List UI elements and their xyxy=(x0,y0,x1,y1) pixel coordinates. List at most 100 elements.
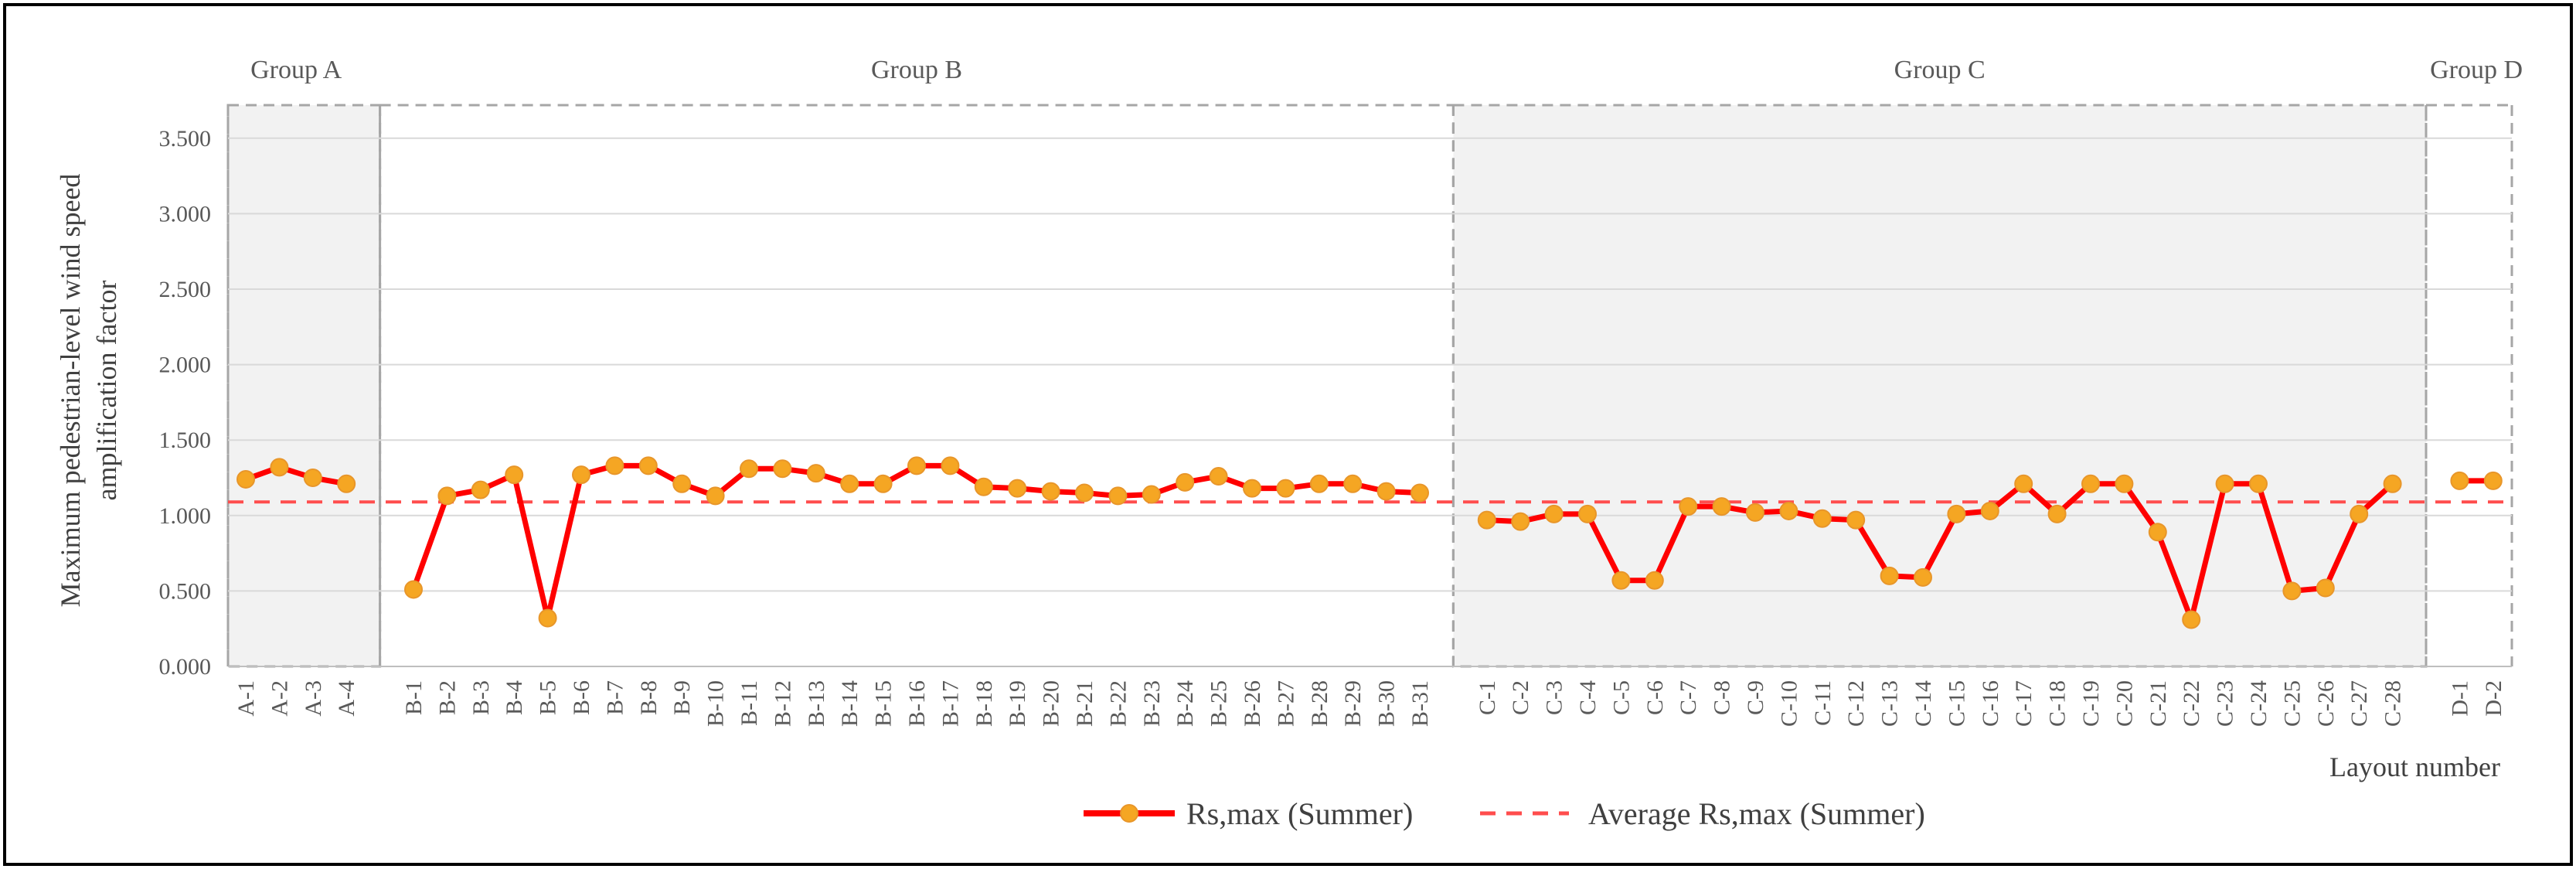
data-point xyxy=(1108,486,1128,506)
data-point xyxy=(2081,474,2100,493)
data-point xyxy=(1243,479,1261,498)
data-point xyxy=(1309,474,1329,493)
data-point xyxy=(605,456,624,475)
group-label: Group C xyxy=(1894,56,1986,84)
x-tick-label: D-2 xyxy=(2481,680,2506,717)
x-tick-label: B-29 xyxy=(1340,680,1366,727)
x-tick-label: B-20 xyxy=(1039,680,1064,727)
y-tick-labels: 0.000 0.500 1.000 1.500 2.000 2.500 3.000 3.500 xyxy=(159,126,212,680)
data-point xyxy=(1075,483,1094,503)
x-tick-label: C-7 xyxy=(1676,680,1701,715)
x-tick-label: A-3 xyxy=(301,680,326,717)
x-axis-title: Layout number xyxy=(2329,751,2500,782)
data-point xyxy=(2383,474,2402,493)
data-point xyxy=(773,459,792,479)
data-point xyxy=(404,580,423,599)
x-tick-label: C-19 xyxy=(2078,680,2104,727)
data-point xyxy=(1712,497,1731,516)
x-tick-label: B-31 xyxy=(1407,680,1433,727)
data-point xyxy=(1142,485,1161,504)
group-shade-3 xyxy=(1451,104,2428,668)
y-axis-title-line-1: Maximum pedestrian-level wind speed xyxy=(55,174,86,608)
x-tick-label: C-27 xyxy=(2346,680,2372,727)
data-point xyxy=(907,456,926,475)
x-tick-label: C-23 xyxy=(2213,680,2238,727)
legend: Rs,max (Summer) Average Rs,max (Summer) xyxy=(1084,796,1925,831)
data-point xyxy=(572,465,590,485)
x-tick-label: C-8 xyxy=(1710,680,1735,715)
data-point xyxy=(2282,581,2302,601)
data-point xyxy=(1176,472,1195,492)
x-tick-label: C-9 xyxy=(1743,680,1768,715)
data-point xyxy=(1477,510,1496,530)
data-point xyxy=(974,477,993,496)
x-tick-label: C-18 xyxy=(2045,680,2071,727)
x-tick-label: B-19 xyxy=(1005,680,1030,727)
x-tick-label: B-16 xyxy=(904,680,930,727)
x-tick-label: C-20 xyxy=(2112,680,2137,727)
x-tick-label: B-6 xyxy=(569,680,594,715)
series-line-group-c xyxy=(1486,481,2394,622)
x-tick-label: B-5 xyxy=(536,680,561,715)
x-tick-label: B-4 xyxy=(502,680,527,715)
data-point xyxy=(1679,497,1698,516)
data-point xyxy=(1914,567,1932,587)
group-label: Group D xyxy=(2430,56,2523,84)
data-point xyxy=(505,465,524,485)
data-point xyxy=(471,480,490,499)
legend-average-label: Average Rs,max (Summer) xyxy=(1588,796,1925,831)
x-tick-label: B-21 xyxy=(1072,680,1097,727)
data-point xyxy=(2014,474,2033,493)
data-point xyxy=(237,469,255,489)
data-point xyxy=(941,456,960,475)
data-point xyxy=(1209,467,1228,486)
data-point xyxy=(1611,571,1631,590)
data-point xyxy=(806,464,825,483)
data-point xyxy=(873,474,893,493)
legend-series-marker xyxy=(1120,804,1138,823)
gridlines-layer xyxy=(228,137,2512,667)
data-point xyxy=(2483,471,2503,490)
data-point xyxy=(1578,504,1597,523)
data-point xyxy=(437,486,457,506)
data-point xyxy=(1846,510,1866,530)
data-point xyxy=(2148,523,2167,542)
data-point xyxy=(2215,474,2234,493)
data-point xyxy=(337,474,356,493)
x-tick-label: B-18 xyxy=(972,680,997,727)
x-tick-label: C-5 xyxy=(1608,680,1634,715)
data-point xyxy=(1544,504,1564,523)
data-point xyxy=(1645,571,1664,590)
x-tick-label: C-6 xyxy=(1642,680,1668,715)
x-tick-label: C-22 xyxy=(2179,680,2204,727)
data-point xyxy=(638,456,658,475)
data-point xyxy=(1980,501,1999,520)
data-point xyxy=(1947,504,1966,523)
series-layer xyxy=(237,456,2503,629)
group-shade-1 xyxy=(226,104,382,668)
data-point xyxy=(1276,479,1295,498)
data-point xyxy=(303,469,322,487)
x-tick-label: C-2 xyxy=(1508,680,1533,715)
x-tick-label: B-13 xyxy=(804,680,829,727)
data-point xyxy=(2249,474,2268,493)
x-tick-label: C-12 xyxy=(1843,680,1869,727)
x-tick-label: C-13 xyxy=(1877,680,1903,727)
data-point xyxy=(1343,474,1363,493)
x-tick-label: B-25 xyxy=(1206,680,1232,727)
x-tick-label: B-1 xyxy=(401,680,427,715)
x-tick-label: B-28 xyxy=(1307,680,1332,727)
x-tick-label: A-1 xyxy=(233,680,259,717)
data-point xyxy=(1746,503,1764,522)
x-tick-label: C-1 xyxy=(1475,680,1500,715)
x-tick-label: C-28 xyxy=(2380,680,2406,727)
x-tick-label: A-4 xyxy=(334,680,359,717)
y-tick-label: 2.500 xyxy=(159,277,212,302)
data-point xyxy=(1041,482,1060,501)
x-tick-label: D-1 xyxy=(2447,680,2472,717)
y-tick-label: 2.000 xyxy=(159,353,212,378)
x-tick-label: A-2 xyxy=(267,680,292,717)
x-tick-label: B-7 xyxy=(602,680,628,715)
data-point xyxy=(2115,474,2134,493)
x-tick-label: B-9 xyxy=(669,680,695,715)
